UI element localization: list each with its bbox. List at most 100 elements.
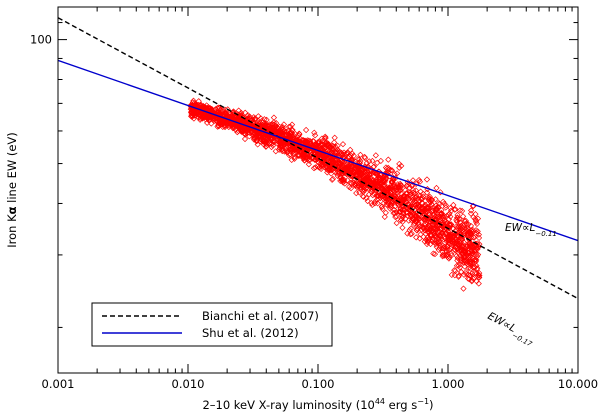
scatter-point xyxy=(416,197,423,204)
scatter-point xyxy=(469,277,476,284)
scatter-point xyxy=(212,106,219,113)
scatter-point xyxy=(417,231,424,238)
scatter-point xyxy=(447,204,454,212)
scatter-point xyxy=(433,184,440,192)
scatter-point xyxy=(291,155,298,162)
scatter-point xyxy=(426,193,433,200)
scatter-point xyxy=(415,176,423,184)
scatter-point xyxy=(246,122,253,129)
scatter-point xyxy=(439,251,446,259)
scatter-point xyxy=(413,227,421,234)
scatter-point xyxy=(447,245,454,252)
scatter-point xyxy=(326,150,333,157)
x-tick-label: 1.000 xyxy=(432,377,465,391)
scatter-point xyxy=(303,126,310,134)
scatter-point xyxy=(269,126,276,133)
scatter-point xyxy=(264,134,271,142)
scatter-point xyxy=(445,255,453,262)
scatter-point xyxy=(424,217,431,224)
scatter-point xyxy=(381,177,388,184)
scatter-point xyxy=(452,244,459,251)
scatter-point xyxy=(373,180,380,187)
scatter-point xyxy=(339,141,347,148)
scatter-point xyxy=(346,153,353,160)
scatter-point xyxy=(369,187,376,194)
scatter-point xyxy=(420,204,427,211)
scatter-point xyxy=(347,185,355,192)
scatter-point xyxy=(269,138,277,145)
tick-layer: 0.001 0.010 0.100 1.000 10.000 100 xyxy=(30,7,598,391)
scatter-point xyxy=(423,189,431,196)
scatter-point xyxy=(204,112,211,120)
scatter-point xyxy=(414,225,421,232)
scatter-point xyxy=(433,204,440,212)
scatter-point xyxy=(371,200,378,207)
scatter-point xyxy=(336,159,344,167)
scatter-point xyxy=(454,211,461,219)
scatter-point xyxy=(430,207,437,214)
scatter-point xyxy=(253,135,261,142)
scatter-point xyxy=(211,115,218,122)
scatter-point xyxy=(440,245,447,252)
scatter-point xyxy=(408,201,415,209)
scatter-point xyxy=(474,246,481,253)
scatter-point xyxy=(442,202,449,209)
scatter-point xyxy=(418,194,426,201)
scatter-point xyxy=(262,136,270,143)
scatter-point xyxy=(323,140,330,148)
scatter-point xyxy=(334,172,341,179)
scatter-point xyxy=(366,191,373,198)
scatter-point xyxy=(250,130,258,138)
scatter-point xyxy=(263,116,270,123)
scatter-point xyxy=(416,208,423,215)
scatter-point xyxy=(188,113,195,120)
scatter-point xyxy=(306,141,313,148)
scatter-point xyxy=(388,185,395,192)
scatter-point xyxy=(397,180,404,187)
scatter-point xyxy=(305,161,312,168)
scatter-point xyxy=(441,239,449,246)
scatter-point xyxy=(276,137,283,144)
scatter-point xyxy=(473,270,480,277)
scatter-point xyxy=(391,209,398,216)
scatter-point xyxy=(456,227,463,234)
scatter-point xyxy=(456,256,464,263)
scatter-point xyxy=(424,215,432,222)
scatter-point xyxy=(411,200,418,208)
scatter-point xyxy=(425,194,432,201)
scatter-point xyxy=(388,199,395,207)
scatter-point xyxy=(470,275,477,282)
scatter-point xyxy=(274,124,281,131)
scatter-point xyxy=(270,124,277,131)
scatter-point xyxy=(380,186,387,193)
scatter-point xyxy=(392,203,399,210)
scatter-point xyxy=(473,220,481,228)
scatter-point xyxy=(463,259,470,267)
scatter-point xyxy=(443,248,450,255)
x-axis-label-unit: erg s xyxy=(385,398,417,412)
scatter-point xyxy=(322,133,329,140)
x-axis-label-unit-exp: −1 xyxy=(417,397,429,406)
scatter-point xyxy=(252,115,259,122)
scatter-point xyxy=(473,251,480,258)
scatter-point xyxy=(412,202,419,209)
scatter-point xyxy=(463,228,470,235)
scatter-point xyxy=(454,225,461,232)
scatter-point xyxy=(322,152,330,159)
scatter-point xyxy=(468,270,476,277)
line-shu-2012 xyxy=(58,59,578,242)
scatter-point xyxy=(428,197,435,204)
scatter-point xyxy=(456,224,464,231)
scatter-point xyxy=(238,128,245,135)
scatter-point xyxy=(403,190,410,197)
scatter-point xyxy=(272,148,279,155)
scatter-point xyxy=(457,234,464,241)
scatter-point xyxy=(374,200,381,207)
scatter-point xyxy=(377,157,384,165)
scatter-point xyxy=(202,107,210,115)
scatter-point xyxy=(444,220,451,227)
scatter-point xyxy=(407,225,414,232)
scatter-point xyxy=(385,156,392,163)
scatter-point xyxy=(382,209,389,216)
scatter-point xyxy=(384,199,392,206)
